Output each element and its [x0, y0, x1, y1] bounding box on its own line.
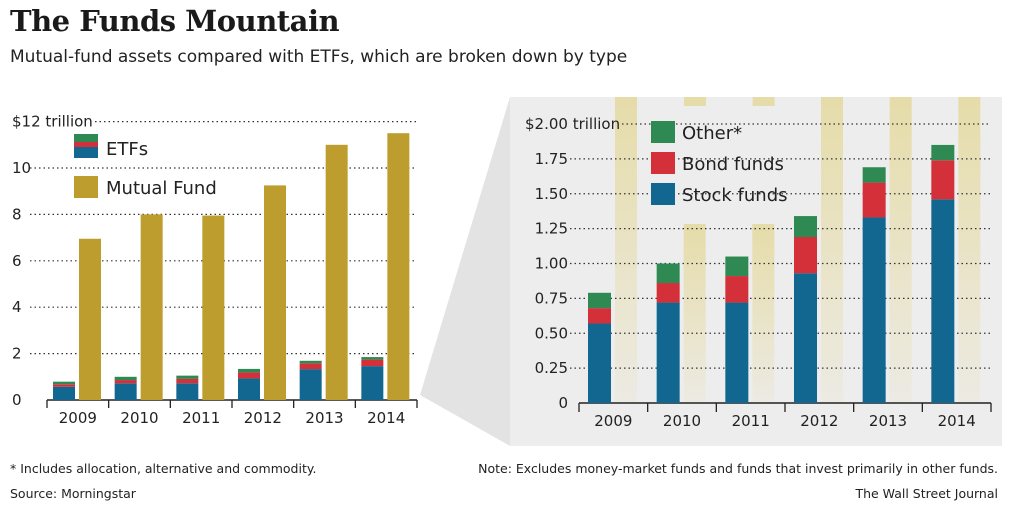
background-mutual-pillar — [889, 97, 912, 403]
background-pillar-cap — [684, 97, 706, 106]
left-mutual-fund-bar — [79, 238, 101, 400]
right-ytick-label: 0.25 — [535, 359, 568, 377]
left-mutual-fund-bar — [387, 133, 410, 400]
left-mutual-fund-bar — [140, 214, 163, 400]
left-x-tick-label: 2014 — [367, 409, 405, 427]
background-pillar-cap — [752, 97, 775, 106]
legend-label-mutual-fund: Mutual Fund — [106, 178, 217, 199]
left-x-tick-label: 2009 — [59, 409, 97, 427]
left-etf-stock-bar — [176, 383, 199, 400]
right-ytick-label: 1.25 — [535, 220, 568, 238]
right-stock-funds-bar — [794, 273, 817, 403]
left-etf-bond-bar — [176, 378, 199, 384]
left-etf-other-bar — [361, 357, 384, 360]
right-ytick-label: 0 — [558, 394, 568, 412]
left-etf-other-bar — [238, 368, 260, 373]
left-etf-other-bar — [53, 381, 75, 385]
left-etf-bond-bar — [361, 359, 384, 367]
right-other-bar — [588, 292, 611, 309]
left-x-tick-label: 2011 — [182, 409, 220, 427]
background-mutual-pillar — [821, 97, 843, 403]
right-stock-funds-bar — [588, 323, 611, 403]
left-etf-stock-bar — [114, 383, 137, 400]
right-x-tick-label: 2013 — [869, 412, 907, 430]
right-x-tick-label: 2012 — [800, 412, 838, 430]
right-ytick-label: 1.50 — [535, 185, 568, 203]
legend-swatch-mutual-fund — [74, 176, 98, 198]
left-ytick-label: $12 trillion — [12, 113, 93, 131]
left-legend — [74, 134, 98, 198]
right-stock-funds-bar — [656, 302, 680, 403]
left-x-tick-label: 2010 — [120, 409, 158, 427]
left-etf-stock-bar — [53, 386, 75, 400]
right-stock-funds-bar — [931, 199, 955, 403]
legend-label-stock-funds: Stock funds — [682, 185, 788, 206]
left-mutual-fund-bar — [325, 144, 348, 400]
left-ytick-label: 2 — [12, 345, 22, 363]
left-x-tick-label: 2012 — [244, 409, 282, 427]
right-ytick-label: 0.75 — [535, 289, 568, 307]
exclusion-note: Note: Excludes money-market funds and fu… — [478, 461, 998, 476]
chart-subtitle: Mutual-fund assets compared with ETFs, w… — [10, 47, 628, 67]
right-other-bar — [931, 144, 955, 161]
right-stock-funds-bar — [862, 217, 886, 403]
right-bond-funds-bar — [588, 308, 611, 324]
left-etf-stock-bar — [361, 366, 384, 400]
left-etf-stock-bar — [299, 369, 322, 400]
footnote: * Includes allocation, alternative and c… — [10, 461, 317, 476]
credit: The Wall Street Journal — [855, 486, 998, 501]
background-mutual-pillar — [958, 97, 981, 403]
right-other-bar — [794, 216, 817, 237]
right-ytick-label: $2.00 trillion — [525, 115, 620, 133]
left-etf-other-bar — [176, 375, 199, 379]
legend-swatch-etf-other — [74, 134, 98, 142]
left-etf-bond-bar — [114, 380, 137, 384]
legend-label-etfs: ETFs — [106, 139, 148, 160]
right-other-bar — [862, 167, 886, 183]
left-ytick-label: 8 — [12, 205, 22, 223]
right-bond-funds-bar — [931, 160, 955, 200]
right-bond-funds-bar — [656, 283, 680, 303]
source-note: Source: Morningstar — [10, 486, 136, 501]
right-ytick-label: 1.75 — [535, 150, 568, 168]
legend-label-bond-funds: Bond funds — [682, 154, 784, 175]
right-other-bar — [656, 263, 680, 284]
right-x-tick-label: 2014 — [938, 412, 976, 430]
right-bond-funds-bar — [725, 276, 749, 303]
background-mutual-pillar — [752, 224, 775, 403]
right-bond-funds-bar — [862, 182, 886, 218]
left-etf-bond-bar — [299, 363, 322, 370]
left-etf-stock-bar — [238, 378, 260, 400]
left-ytick-label: 4 — [12, 298, 22, 316]
right-ytick-label: 1.00 — [535, 255, 568, 273]
zoom-connector — [420, 97, 510, 446]
left-ytick-label: 6 — [12, 252, 22, 270]
right-x-tick-label: 2011 — [732, 412, 770, 430]
right-ytick-label: 0.50 — [535, 324, 568, 342]
right-stock-funds-bar — [725, 302, 749, 403]
right-other-bar — [725, 256, 749, 277]
legend-swatch-etf-bond — [74, 142, 98, 147]
legend-swatch-stock-funds — [651, 183, 675, 205]
left-ytick-label: 10 — [12, 159, 31, 177]
left-etf-bond-bar — [53, 384, 75, 387]
left-etf-other-bar — [114, 376, 137, 381]
right-x-tick-label: 2009 — [594, 412, 632, 430]
background-mutual-pillar — [615, 97, 637, 403]
left-x-tick-label: 2013 — [305, 409, 343, 427]
left-etf-bond-bar — [238, 372, 260, 379]
right-bond-funds-bar — [794, 236, 817, 274]
background-mutual-pillar — [683, 224, 706, 403]
left-etf-other-bar — [299, 360, 322, 364]
chart-title: The Funds Mountain — [10, 4, 340, 38]
legend-label-other: Other* — [682, 123, 742, 144]
left-mutual-fund-bar — [202, 215, 225, 400]
left-ytick-label: 0 — [12, 391, 22, 409]
legend-swatch-bond-funds — [651, 152, 675, 174]
right-x-tick-label: 2010 — [663, 412, 701, 430]
legend-swatch-other — [651, 121, 675, 143]
left-mutual-fund-bar — [264, 185, 286, 400]
legend-swatch-etf-stock — [74, 147, 98, 158]
